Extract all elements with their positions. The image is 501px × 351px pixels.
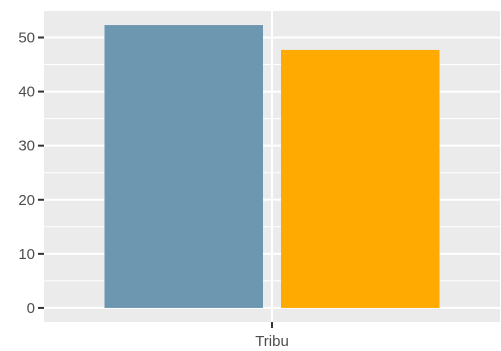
- y-tick-label: 30: [18, 138, 35, 155]
- bar: [104, 25, 263, 308]
- bars: [104, 25, 440, 308]
- y-tick-label: 10: [18, 246, 35, 263]
- y-tick-label: 40: [18, 84, 35, 101]
- x-tick-label: Tribu: [255, 333, 289, 350]
- y-axis: 0 10 20 30 40 50: [18, 30, 44, 317]
- x-axis: Tribu: [255, 322, 289, 350]
- y-tick-label: 0: [27, 300, 35, 317]
- y-tick-label: 50: [18, 30, 35, 47]
- y-tick-label: 20: [18, 192, 35, 209]
- bar: [281, 49, 440, 308]
